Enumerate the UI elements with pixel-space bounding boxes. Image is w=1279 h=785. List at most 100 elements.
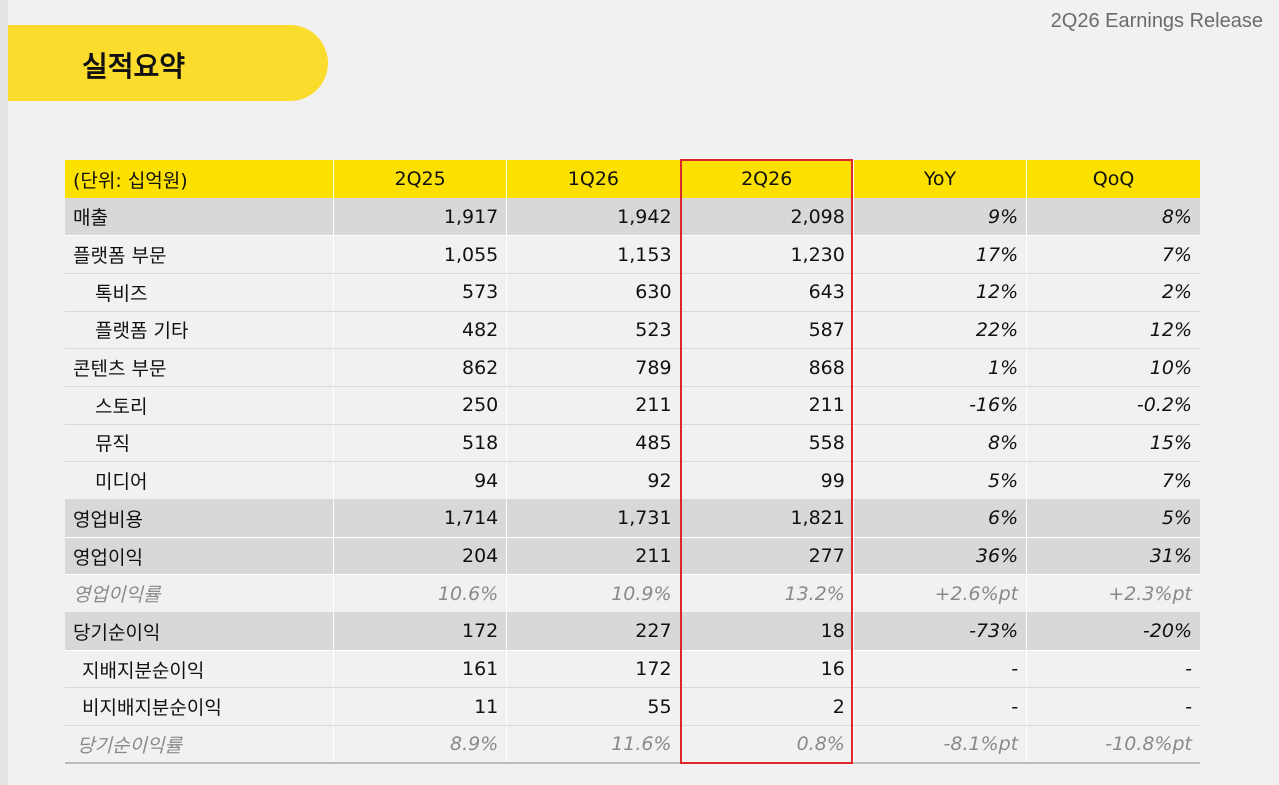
cell-2q26: 1,230 <box>680 235 854 274</box>
row-label: 미디어 <box>65 461 334 500</box>
cell-qoq: -0.2% <box>1026 386 1200 425</box>
cell-1q26: 211 <box>506 386 681 425</box>
cell-qoq: 8% <box>1026 198 1200 237</box>
cell-yoy: 36% <box>853 537 1028 576</box>
cell-qoq: - <box>1026 650 1200 689</box>
table-row-opex: 영업비용 1,714 1,731 1,821 6% 5% <box>65 499 1200 538</box>
cell-2q26: 558 <box>680 424 854 463</box>
header-qoq: QoQ <box>1026 160 1200 198</box>
cell-yoy: -73% <box>853 612 1028 651</box>
title-banner: 실적요약 <box>8 25 328 101</box>
cell-2q25: 94 <box>333 461 508 500</box>
cell-qoq: -10.8%pt <box>1026 725 1200 765</box>
row-label: 영업비용 <box>65 499 334 538</box>
row-label: 당기순이익률 <box>65 725 334 765</box>
row-label: 지배지분순이익 <box>65 650 334 689</box>
cell-yoy: 22% <box>853 311 1028 350</box>
cell-1q26: 227 <box>506 612 681 651</box>
cell-1q26: 630 <box>506 273 681 312</box>
cell-1q26: 92 <box>506 461 681 500</box>
cell-2q26: 643 <box>680 273 854 312</box>
cell-2q26: 2,098 <box>680 198 854 237</box>
cell-yoy: +2.6%pt <box>853 574 1028 614</box>
cell-2q25: 10.6% <box>333 574 508 614</box>
table-row-operating-income: 영업이익 204 211 277 36% 31% <box>65 537 1200 576</box>
page-title: 실적요약 <box>82 50 186 83</box>
cell-2q26: 211 <box>680 386 854 425</box>
table-row-net-income: 당기순이익 172 227 18 -73% -20% <box>65 612 1200 651</box>
cell-yoy: 8% <box>853 424 1028 463</box>
row-label: 플랫폼 기타 <box>65 311 334 350</box>
cell-1q26: 211 <box>506 537 681 576</box>
cell-2q26: 587 <box>680 311 854 350</box>
row-label: 플랫폼 부문 <box>65 235 334 274</box>
cell-2q26: 0.8% <box>680 725 854 765</box>
cell-2q25: 482 <box>333 311 508 350</box>
cell-yoy: -8.1%pt <box>853 725 1028 765</box>
cell-1q26: 55 <box>506 687 681 727</box>
cell-yoy: 6% <box>853 499 1028 538</box>
table-row-platform-other: 플랫폼 기타 482 523 587 22% 12% <box>65 311 1200 350</box>
row-label: 영업이익률 <box>65 574 334 614</box>
cell-2q26: 277 <box>680 537 854 576</box>
cell-qoq: +2.3%pt <box>1026 574 1200 614</box>
summary-table: (단위: 십억원) 2Q25 1Q26 2Q26 YoY QoQ 매출 1,91… <box>65 160 1200 765</box>
cell-1q26: 1,731 <box>506 499 681 538</box>
cell-qoq: 2% <box>1026 273 1200 312</box>
table-row-music: 뮤직 518 485 558 8% 15% <box>65 424 1200 463</box>
table-row-story: 스토리 250 211 211 -16% -0.2% <box>65 386 1200 425</box>
cell-qoq: -20% <box>1026 612 1200 651</box>
cell-qoq: 5% <box>1026 499 1200 538</box>
cell-yoy: 1% <box>853 348 1028 387</box>
cell-qoq: 7% <box>1026 235 1200 274</box>
cell-2q25: 518 <box>333 424 508 463</box>
cell-qoq: 12% <box>1026 311 1200 350</box>
row-label: 톡비즈 <box>65 273 334 312</box>
left-edge-strip <box>0 0 8 785</box>
cell-yoy: -16% <box>853 386 1028 425</box>
cell-1q26: 1,153 <box>506 235 681 274</box>
cell-yoy: 9% <box>853 198 1028 237</box>
cell-2q25: 161 <box>333 650 508 689</box>
table-header-row: (단위: 십억원) 2Q25 1Q26 2Q26 YoY QoQ <box>65 160 1200 198</box>
cell-1q26: 11.6% <box>506 725 681 765</box>
cell-2q25: 573 <box>333 273 508 312</box>
cell-2q25: 8.9% <box>333 725 508 765</box>
cell-2q25: 204 <box>333 537 508 576</box>
row-label: 스토리 <box>65 386 334 425</box>
cell-1q26: 789 <box>506 348 681 387</box>
cell-2q26: 99 <box>680 461 854 500</box>
cell-qoq: 7% <box>1026 461 1200 500</box>
cell-2q25: 862 <box>333 348 508 387</box>
cell-qoq: - <box>1026 687 1200 727</box>
cell-qoq: 15% <box>1026 424 1200 463</box>
cell-2q26: 16 <box>680 650 854 689</box>
table-row-controlling-interest: 지배지분순이익 161 172 16 - - <box>65 650 1200 689</box>
header-2q26: 2Q26 <box>680 160 854 198</box>
cell-yoy: 5% <box>853 461 1028 500</box>
cell-1q26: 10.9% <box>506 574 681 614</box>
cell-2q25: 11 <box>333 687 508 727</box>
header-2q25: 2Q25 <box>333 160 508 198</box>
table-row-net-margin: 당기순이익률 8.9% 11.6% 0.8% -8.1%pt -10.8%pt <box>65 725 1200 765</box>
table-row-non-controlling-interest: 비지배지분순이익 11 55 2 - - <box>65 687 1200 727</box>
cell-2q25: 1,714 <box>333 499 508 538</box>
cell-2q26: 2 <box>680 687 854 727</box>
cell-qoq: 31% <box>1026 537 1200 576</box>
row-label: 뮤직 <box>65 424 334 463</box>
cell-2q25: 250 <box>333 386 508 425</box>
cell-yoy: - <box>853 687 1028 727</box>
cell-1q26: 485 <box>506 424 681 463</box>
row-label: 당기순이익 <box>65 612 334 651</box>
release-label: 2Q26 Earnings Release <box>1050 10 1263 32</box>
cell-yoy: 12% <box>853 273 1028 312</box>
cell-yoy: - <box>853 650 1028 689</box>
cell-2q26: 18 <box>680 612 854 651</box>
cell-1q26: 1,942 <box>506 198 681 237</box>
row-label: 비지배지분순이익 <box>65 687 334 727</box>
header-yoy: YoY <box>853 160 1028 198</box>
cell-yoy: 17% <box>853 235 1028 274</box>
header-unit: (단위: 십억원) <box>65 160 334 198</box>
table-row-content: 콘텐츠 부문 862 789 868 1% 10% <box>65 348 1200 387</box>
row-label: 콘텐츠 부문 <box>65 348 334 387</box>
